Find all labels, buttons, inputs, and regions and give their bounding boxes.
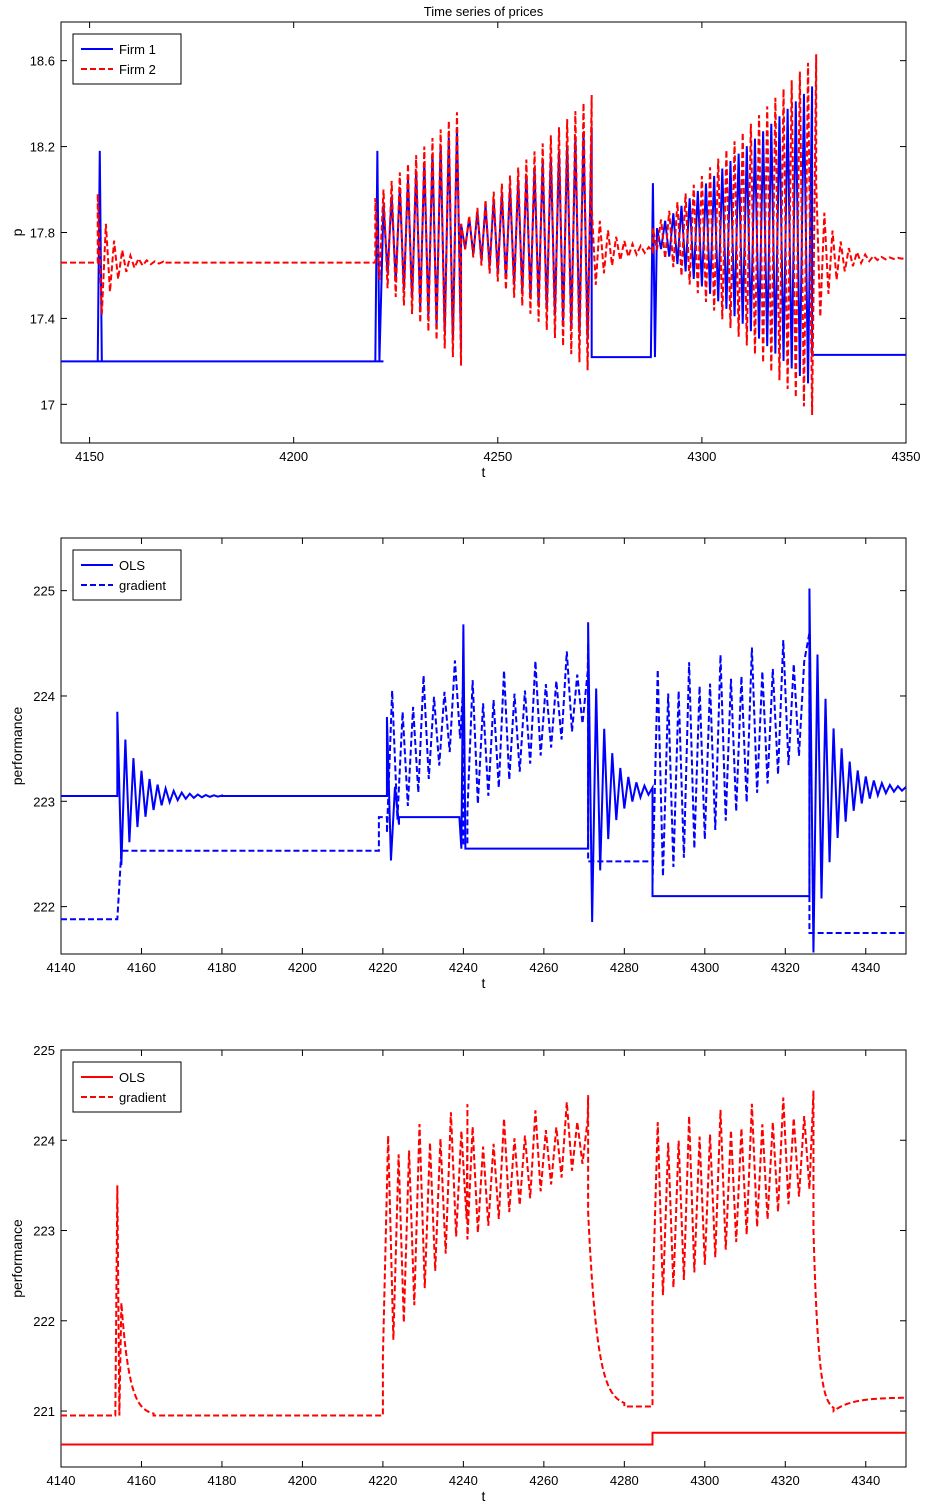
x-tick-label: 4300 xyxy=(690,960,719,975)
x-tick-label: 4320 xyxy=(771,960,800,975)
y-tick-label: 17 xyxy=(41,397,55,412)
legend xyxy=(72,549,182,601)
y-tick-label: 17.4 xyxy=(30,311,55,326)
y-tick-label: 17.8 xyxy=(30,226,55,241)
y-axis-label: performance xyxy=(9,706,25,785)
x-tick-label: 4240 xyxy=(449,960,478,975)
x-tick-label: 4200 xyxy=(288,1473,317,1488)
y-tick-label: 223 xyxy=(33,794,55,809)
x-tick-label: 4160 xyxy=(127,1473,156,1488)
y-tick-label: 224 xyxy=(33,1133,55,1148)
y-tick-label: 222 xyxy=(33,900,55,915)
blue-performance-panel: 4140 4160 4180 4200 4220 4240 4260 4280 4300 4320… xyxy=(9,537,907,991)
x-tick-label: 4340 xyxy=(851,1473,880,1488)
x-tick-label: 4140 xyxy=(47,1473,76,1488)
legend-label: gradient xyxy=(119,1090,166,1105)
x-tick-label: 4220 xyxy=(368,1473,397,1488)
x-tick-label: 4200 xyxy=(288,960,317,975)
y-axis-label: p xyxy=(9,228,25,236)
legend-label: Firm 1 xyxy=(119,42,156,57)
y-tick-label: 221 xyxy=(33,1404,55,1419)
x-tick-label: 4220 xyxy=(368,960,397,975)
x-tick-label: 4300 xyxy=(690,1473,719,1488)
series-line-gradient xyxy=(61,1090,906,1417)
y-tick-label: 223 xyxy=(33,1224,55,1239)
x-tick-label: 4300 xyxy=(687,449,716,464)
series-line-ols xyxy=(61,588,906,953)
legend-label: gradient xyxy=(119,578,166,593)
x-tick-label: 4280 xyxy=(610,1473,639,1488)
x-tick-label: 4250 xyxy=(483,449,512,464)
legend-label: OLS xyxy=(119,558,145,573)
x-tick-label: 4180 xyxy=(207,1473,236,1488)
plot-area xyxy=(60,1049,907,1468)
y-tick-label: 18.6 xyxy=(30,54,55,69)
x-axis-label: t xyxy=(482,464,486,480)
price-panel: 4150 4200 4250 4300 4350 17 17.4 17.8 18.2 18.6 Fi… xyxy=(9,4,920,480)
series-line-gradient xyxy=(61,632,906,934)
x-tick-label: 4200 xyxy=(279,449,308,464)
x-tick-label: 4150 xyxy=(75,449,104,464)
x-tick-label: 4350 xyxy=(892,449,921,464)
x-tick-label: 4260 xyxy=(529,960,558,975)
x-tick-label: 4320 xyxy=(771,1473,800,1488)
x-tick-label: 4160 xyxy=(127,960,156,975)
x-tick-label: 4140 xyxy=(47,960,76,975)
x-tick-label: 4180 xyxy=(207,960,236,975)
y-tick-label: 224 xyxy=(33,689,55,704)
chart-title: Time series of prices xyxy=(424,4,544,19)
x-axis-label: t xyxy=(482,975,486,991)
legend-label: Firm 2 xyxy=(119,62,156,77)
series-line-ols xyxy=(61,1431,906,1446)
plot-area xyxy=(60,537,907,955)
y-tick-label: 225 xyxy=(33,584,55,599)
x-tick-label: 4260 xyxy=(529,1473,558,1488)
x-tick-label: 4340 xyxy=(851,960,880,975)
y-tick-label: 18.2 xyxy=(30,140,55,155)
legend-label: OLS xyxy=(119,1070,145,1085)
legend xyxy=(72,1061,182,1113)
x-tick-label: 4240 xyxy=(449,1473,478,1488)
x-tick-label: 4280 xyxy=(610,960,639,975)
x-axis-label: t xyxy=(482,1488,486,1502)
red-performance-panel: 4140 4160 4180 4200 4220 4240 4260 4280 4300 4320… xyxy=(9,1043,907,1504)
legend xyxy=(72,33,182,85)
y-tick-label: 225 xyxy=(33,1043,55,1058)
y-axis-label: performance xyxy=(9,1219,25,1298)
y-tick-label: 222 xyxy=(33,1314,55,1329)
series-line-firm-2 xyxy=(61,54,906,416)
